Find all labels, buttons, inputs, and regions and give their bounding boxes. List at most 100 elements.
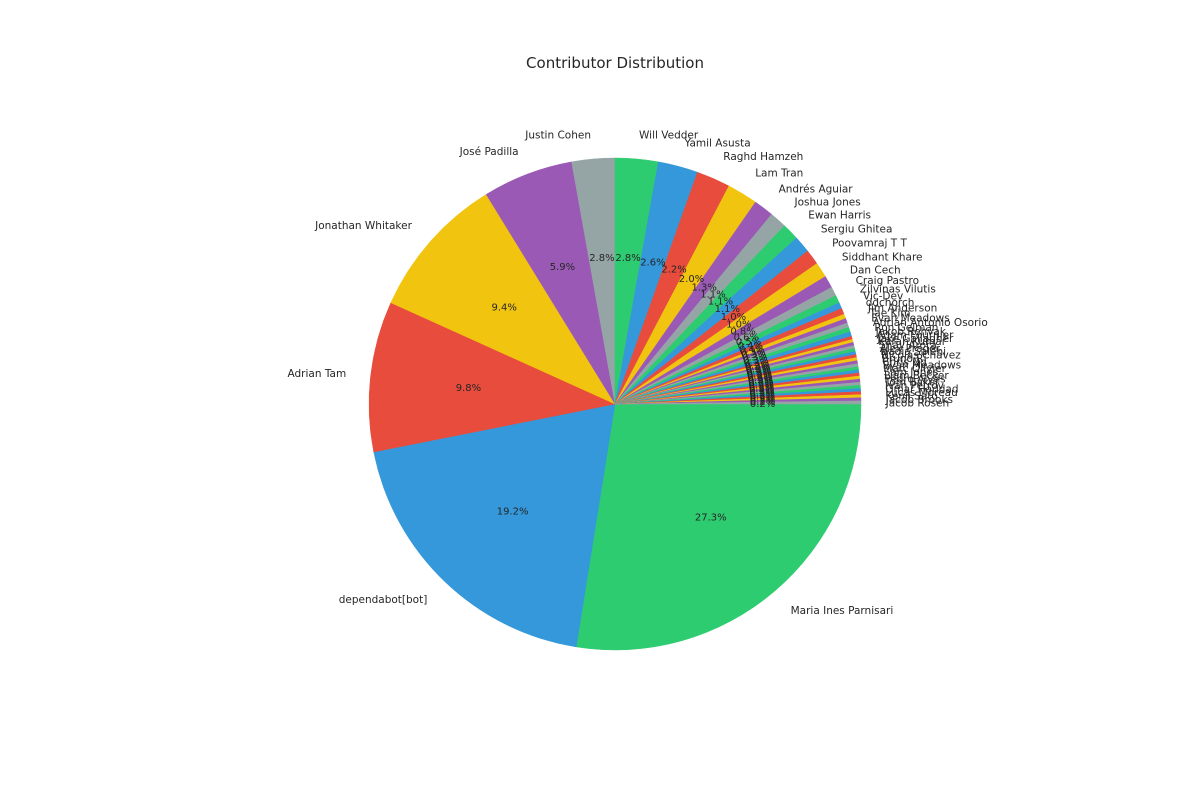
slice-percent-label: 2.0% [679, 274, 704, 285]
slice-percent-label: 0.4% [738, 341, 763, 352]
slice-label: Ron Gelman [874, 322, 938, 334]
slice-percent-label: 0.2% [750, 399, 775, 410]
slice-label: Adam Fournier [877, 330, 955, 342]
slice-percent-label: 0.5% [736, 337, 761, 348]
slice-percent-label: 1.1% [715, 304, 740, 315]
slice-percent-label: 0.2% [747, 371, 772, 382]
pie-labels: Maria Ines Parnisari 27.3% dependabot[bot]… [288, 130, 988, 617]
pie-slice [575, 403, 862, 651]
slice-percent-label: 0.2% [745, 364, 770, 375]
slice-percent-label: 0.2% [750, 394, 775, 405]
slice-percent-label: 5.9% [550, 262, 575, 273]
slice-percent-label: 0.2% [748, 379, 773, 390]
slice-percent-label: 2.6% [640, 257, 665, 268]
slice-label: Chris Ng [882, 356, 927, 368]
pie-slice [373, 403, 616, 648]
slice-label: Sergiu Ghitea [821, 223, 893, 235]
chart-title: Contributor Distribution [526, 54, 704, 72]
slice-label: Zilvinas Vilutis [860, 284, 936, 296]
slice-label: Kenji Sato [886, 390, 938, 402]
slice-percent-label: 0.2% [749, 380, 774, 391]
slice-label: Evan Meadows [871, 312, 949, 324]
pie-slice [368, 302, 616, 453]
slice-percent-label: 1.1% [708, 297, 733, 308]
slice-label: Omar Haddad [885, 384, 958, 396]
slice-percent-label: 0.8% [730, 327, 755, 338]
slice-label: Justin Cohen [524, 130, 591, 142]
slice-label: Shay Arora [879, 340, 937, 352]
slice-percent-label: 0.3% [742, 353, 767, 364]
slice-percent-label: 0.2% [749, 388, 774, 399]
slice-label: Ivan Petrov [885, 380, 944, 392]
slice-percent-label: 0.2% [749, 390, 774, 401]
slice-label: Alex Prager [880, 343, 941, 355]
slice-label: Siddhant Khare [842, 252, 923, 264]
slice-percent-label: 0.2% [747, 373, 772, 384]
slice-label: Pedro Alves [884, 373, 945, 385]
slice-percent-label: 0.3% [744, 358, 769, 369]
slice-label: Jake Gallagher [876, 333, 954, 345]
slice-percent-label: 0.2% [749, 386, 774, 397]
slice-label: Nadia Salehi [880, 346, 946, 358]
slice-percent-label: 1.3% [691, 282, 716, 293]
slice-percent-label: 0.4% [739, 344, 764, 355]
slice-label: Ewan Harris [808, 210, 871, 222]
slice-label: ddchorch [866, 297, 915, 309]
slice-label: Craig Pastro [856, 275, 919, 287]
slice-percent-label: 1.0% [726, 320, 751, 331]
slice-label: Jakob Rehvak [875, 326, 947, 338]
slice-label: Marc Olivier [883, 363, 946, 375]
slice-percent-label: 0.2% [746, 366, 771, 377]
slice-percent-label: 0.2% [750, 397, 775, 408]
slice-label: Liam Becker [884, 370, 949, 382]
slice-label: José Padilla [459, 146, 519, 158]
slice-label: Andrés Aguiar [779, 184, 854, 196]
slice-percent-label: 9.8% [456, 383, 481, 394]
slice-percent-label: 0.2% [750, 392, 775, 403]
slice-percent-label: 0.6% [734, 333, 759, 344]
slice-label: Will Vedder [639, 130, 699, 142]
slice-percent-label: 1.1% [700, 290, 725, 301]
slice-percent-label: 0.2% [747, 369, 772, 380]
pie-slice [614, 400, 862, 405]
slice-percent-label: 27.3% [695, 512, 727, 523]
pie-slice [390, 194, 616, 405]
slice-label: Adrián Antonio Osorio [873, 317, 988, 329]
slice-percent-label: 2.8% [589, 253, 614, 264]
slice-label: Lam Tran [755, 168, 803, 180]
slice-percent-label: 0.3% [741, 350, 766, 361]
slice-percent-label: 19.2% [497, 506, 529, 517]
slice-label: Joshua Jones [794, 197, 861, 209]
slice-percent-label: 0.2% [748, 375, 773, 386]
slice-label: Dan Cech [850, 265, 901, 277]
slice-label: Jacob Brooks [885, 394, 953, 406]
slice-label: Tae Kim [869, 307, 911, 319]
slice-percent-label: 0.2% [748, 377, 773, 388]
slice-label: Jim Anderson [867, 303, 937, 315]
slice-label: dependabot[bot] [339, 594, 428, 606]
slice-percent-label: 0.2% [749, 382, 774, 393]
slice-label: Vic-Dev [863, 291, 903, 303]
slice-label: Raghd Hamzeh [723, 151, 803, 163]
slice-percent-label: 9.4% [491, 302, 516, 313]
slice-label: Lucas Moreau [885, 387, 957, 399]
slice-percent-label: 0.2% [749, 384, 774, 395]
slice-percent-label: 0.2% [746, 368, 771, 379]
slice-label: Jonathan Whitaker [314, 220, 412, 232]
slice-percent-label: 0.2% [745, 362, 770, 373]
slice-label: Nicolás Chávez [881, 350, 961, 362]
slice-label: Karan Kumar [878, 336, 947, 348]
slice-label: Ryan Meadows [883, 360, 961, 372]
slice-percent-label: 0.3% [743, 355, 768, 366]
slice-percent-label: 1.0% [721, 312, 746, 323]
slice-label: Maria Ines Parnisari [791, 605, 894, 617]
slice-percent-label: 0.3% [740, 347, 765, 358]
slice-label: Adrian Tam [288, 368, 347, 380]
slice-label: Bruno Ri [882, 353, 927, 365]
slice-label: Tom Baker [884, 377, 940, 389]
slice-percent-label: 0.2% [750, 395, 775, 406]
slice-label: Poovamraj T T [832, 238, 907, 250]
slice-label: Jacob Rosen [885, 397, 950, 409]
